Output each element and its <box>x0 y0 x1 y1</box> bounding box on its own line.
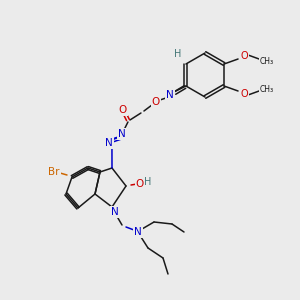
Text: O: O <box>240 89 248 99</box>
Text: H: H <box>144 177 152 187</box>
Text: Br: Br <box>48 167 60 177</box>
Text: N: N <box>166 90 174 100</box>
Text: CH₃: CH₃ <box>260 56 274 65</box>
Text: O: O <box>240 51 248 61</box>
Text: O: O <box>136 179 144 189</box>
Text: O: O <box>152 97 160 107</box>
Text: H: H <box>174 49 182 59</box>
Text: N: N <box>134 227 142 237</box>
Text: N: N <box>118 129 126 139</box>
Text: N: N <box>105 138 113 148</box>
Text: N: N <box>111 207 119 217</box>
Text: O: O <box>119 105 127 115</box>
Text: CH₃: CH₃ <box>260 85 274 94</box>
